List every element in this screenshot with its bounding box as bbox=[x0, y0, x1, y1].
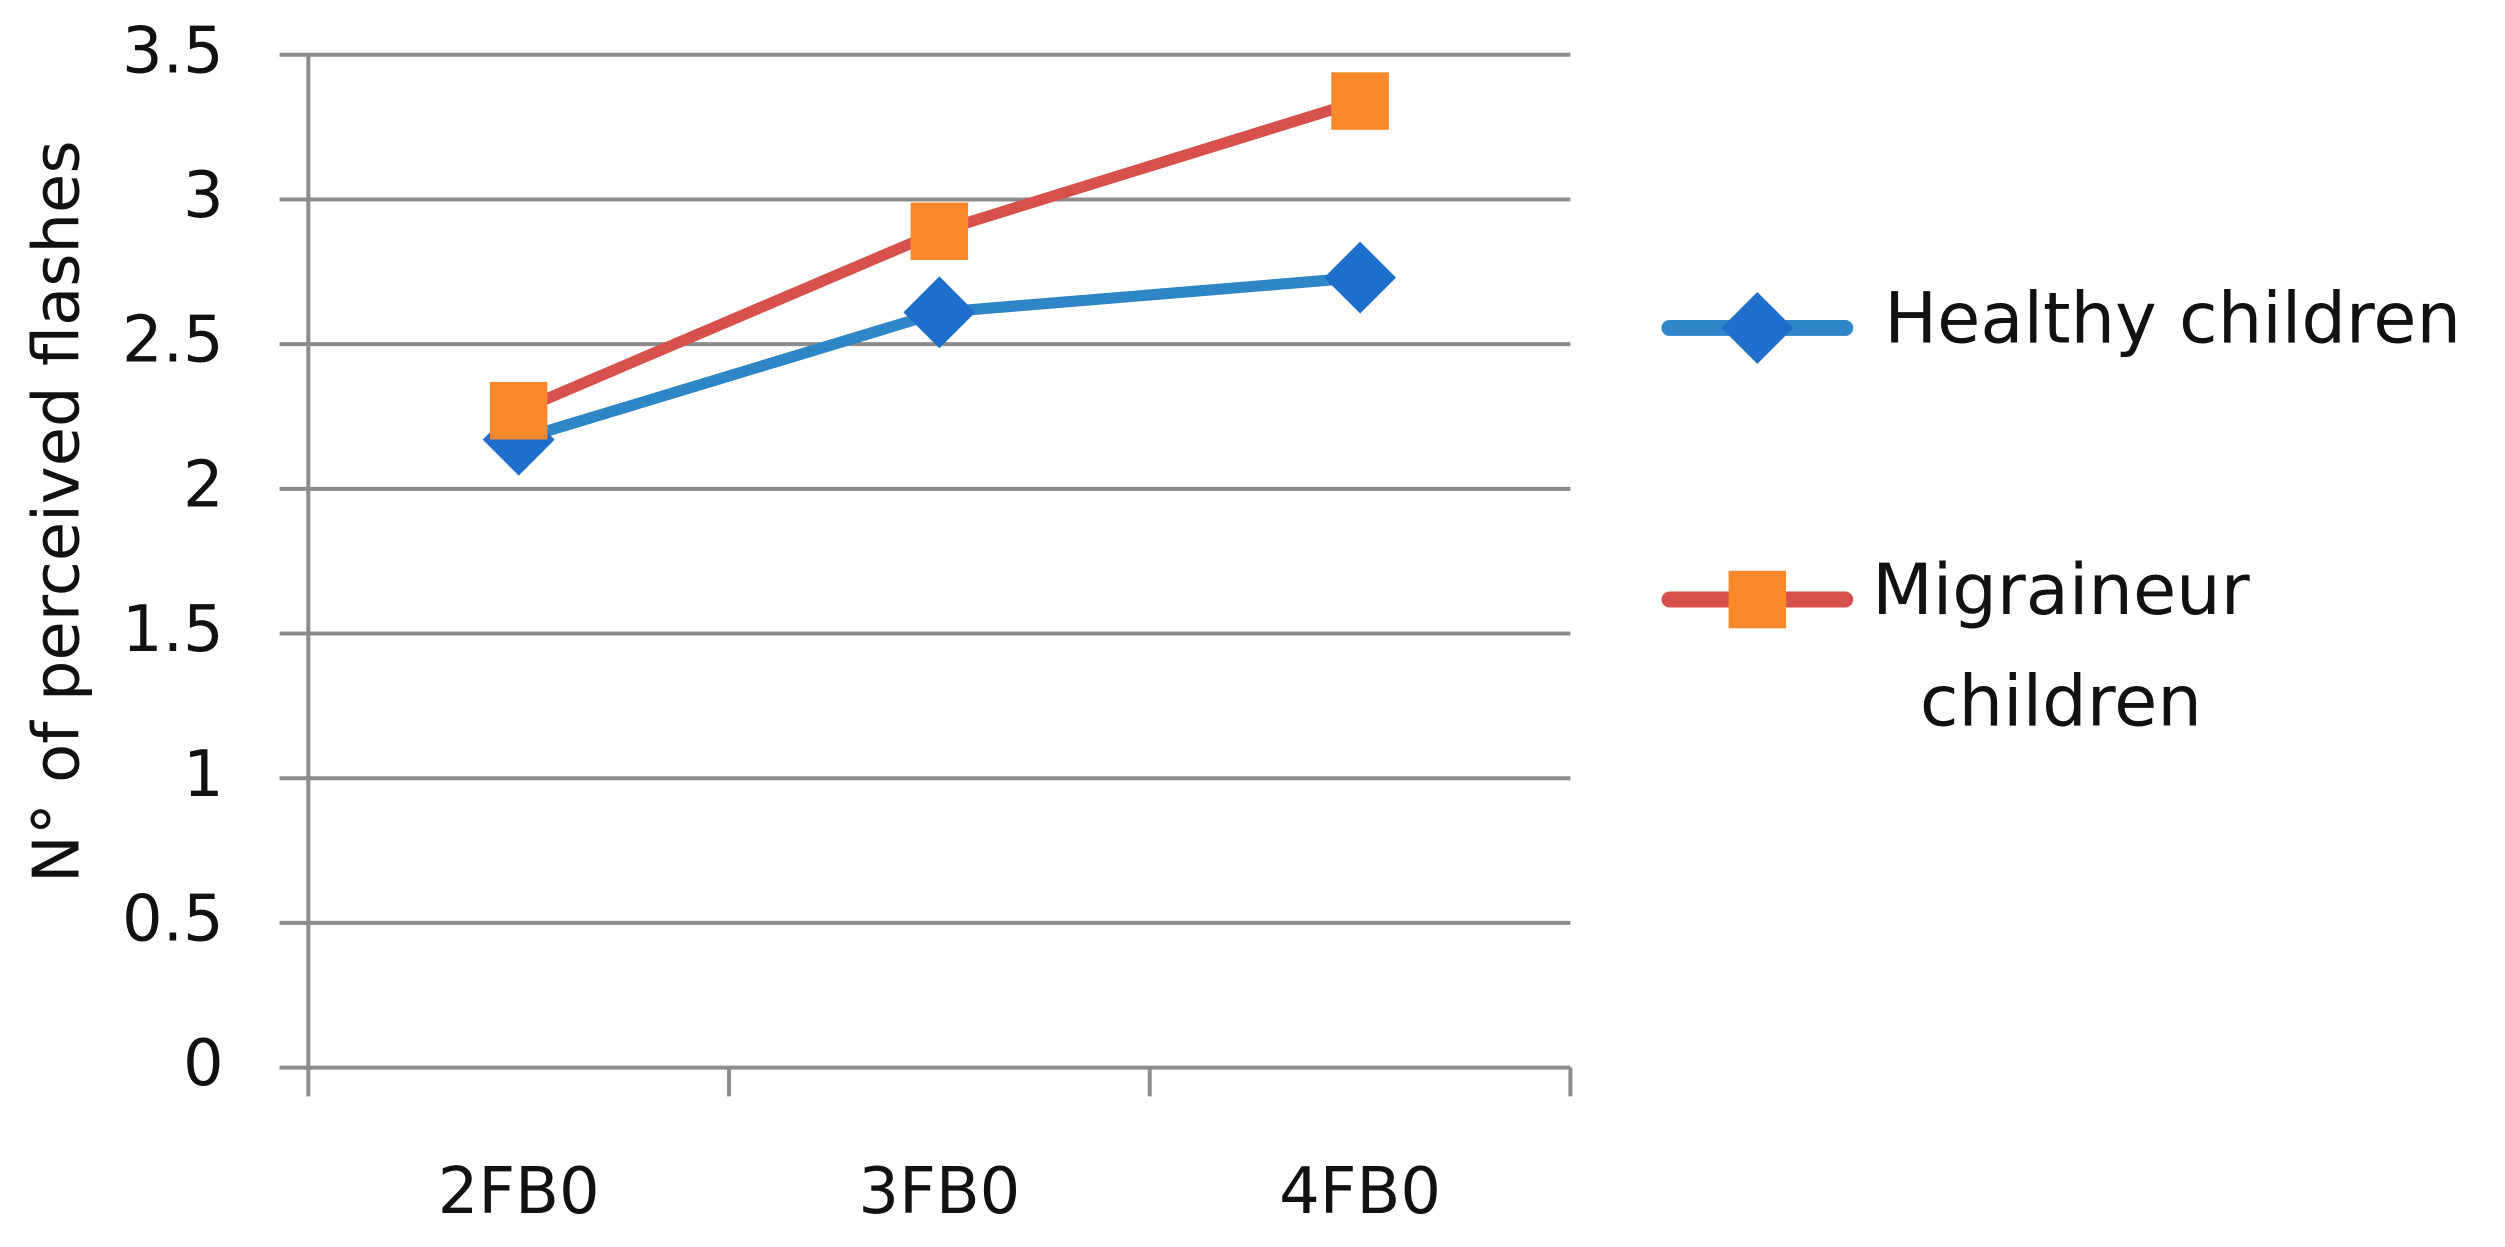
y-tick-label: 2 bbox=[183, 448, 224, 522]
x-tick-label: 2FB0 bbox=[438, 1155, 600, 1229]
marker bbox=[1324, 241, 1397, 314]
y-tick-label: 2.5 bbox=[122, 304, 224, 378]
marker bbox=[910, 202, 969, 261]
marker bbox=[1728, 570, 1787, 629]
legend-label: Healthy children bbox=[1884, 278, 2462, 360]
y-tick-label: 0.5 bbox=[122, 883, 224, 957]
marker bbox=[1331, 72, 1389, 130]
legend-label-box: Healthy children bbox=[1884, 278, 2462, 360]
y-axis-label: N° of perceived flashes bbox=[20, 140, 94, 883]
marker bbox=[903, 276, 976, 349]
x-tick-label: 3FB0 bbox=[858, 1155, 1020, 1229]
y-tick-label: 1 bbox=[183, 738, 224, 812]
y-tick-label: 0 bbox=[183, 1027, 224, 1101]
legend-label: Migraineur children bbox=[1872, 550, 2250, 744]
y-tick-label: 3.5 bbox=[122, 14, 224, 88]
x-tick-label: 4FB0 bbox=[1279, 1155, 1441, 1229]
marker bbox=[1721, 292, 1794, 364]
y-tick-label: 3 bbox=[183, 159, 224, 233]
y-tick-label: 1.5 bbox=[122, 593, 224, 667]
marker bbox=[489, 381, 548, 440]
legend-label-box: Migraineur children bbox=[1872, 550, 2250, 744]
